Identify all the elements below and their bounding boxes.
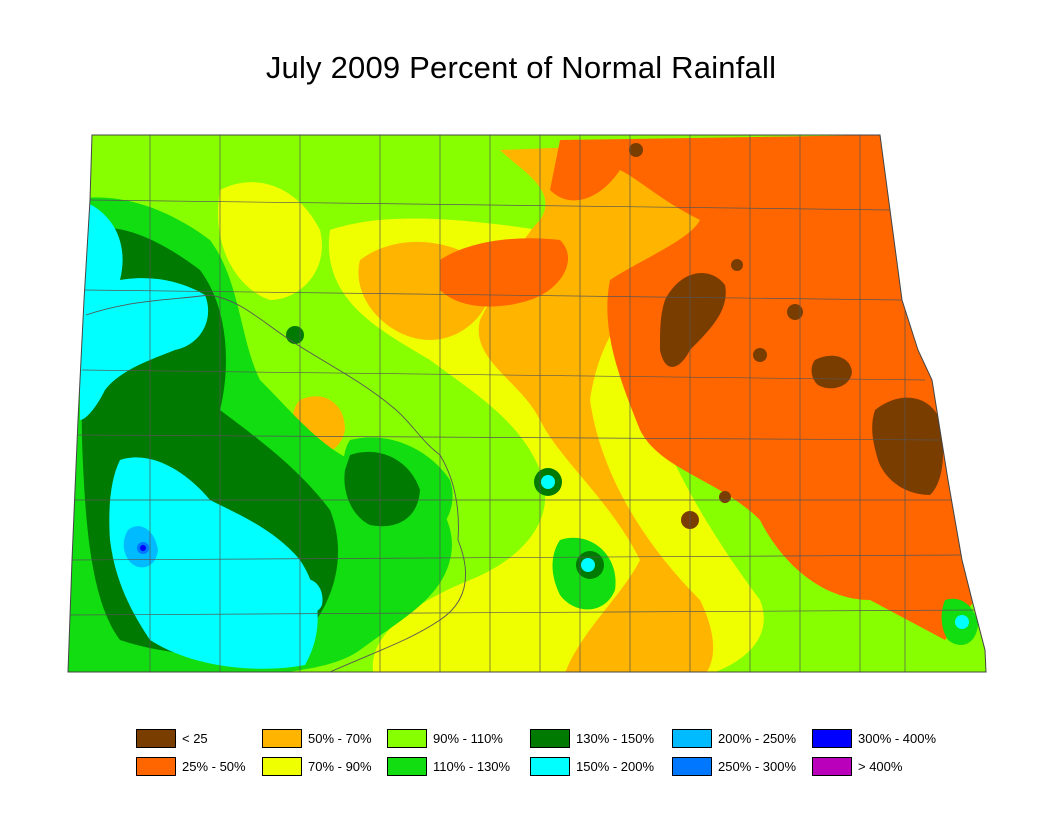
zone-25-50-east [550, 135, 975, 640]
zone-150-200-spot [297, 579, 323, 613]
legend-label: 25% - 50% [182, 759, 246, 774]
legend-label: 200% - 250% [718, 731, 797, 746]
legend-label: 300% - 400% [858, 731, 937, 746]
zone-150-200-northwest [80, 200, 209, 420]
legend-swatch [530, 757, 570, 776]
legend-label: 110% - 130% [433, 759, 511, 774]
legend-swatch [387, 729, 427, 748]
zone-300-400 [140, 545, 146, 551]
legend-label: 150% - 200% [576, 759, 655, 774]
legend-swatch [672, 729, 712, 748]
map-title: July 2009 Percent of Normal Rainfall [265, 50, 777, 85]
legend-swatch [262, 729, 302, 748]
state-outline [67, 134, 987, 673]
legend-label: 90% - 110% [433, 731, 503, 746]
zone-lt25-dot-2 [753, 348, 767, 362]
legend-label: 50% - 70% [308, 731, 372, 746]
missouri-river [85, 294, 466, 673]
county-boundaries [69, 135, 976, 672]
legend-swatch [812, 729, 852, 748]
legend-label: 70% - 90% [308, 759, 372, 774]
legend-swatch [812, 757, 852, 776]
legend-label: < 25 [182, 731, 208, 746]
rainfall-map [67, 134, 987, 673]
county-line-h4 [77, 434, 941, 441]
zone-lt25-northeast [660, 273, 726, 367]
zone-150-200-dot-2 [581, 558, 595, 572]
legend-label: > 400% [858, 759, 903, 774]
legend-swatch [672, 757, 712, 776]
county-line-h7 [69, 609, 976, 616]
zone-lt25-east [872, 397, 943, 495]
legend-swatch [387, 757, 427, 776]
county-line-h3 [81, 369, 926, 381]
zone-70-90-north [218, 182, 322, 300]
county-line-h2 [84, 289, 903, 301]
zone-lt25-dot-6 [731, 259, 743, 271]
legend-swatch [262, 757, 302, 776]
rainfall-field [68, 135, 986, 672]
zone-lt25-dot-1 [787, 304, 803, 320]
zone-130-150-dot [286, 326, 304, 344]
legend-label: 250% - 300% [718, 759, 797, 774]
zone-150-200-southeast [955, 615, 969, 629]
legend-label: 130% - 150% [576, 731, 655, 746]
zone-lt25-dot-4 [719, 491, 731, 503]
zone-lt25-dot-5 [629, 143, 643, 157]
zone-130-150-center [344, 451, 420, 527]
legend-swatch [530, 729, 570, 748]
zone-25-50-north-finger [440, 238, 569, 307]
legend-swatch [136, 757, 176, 776]
zone-lt25-center [811, 355, 852, 389]
legend-swatch [136, 729, 176, 748]
zone-150-200-southwest [109, 457, 318, 669]
zone-150-200-dot [541, 475, 555, 489]
